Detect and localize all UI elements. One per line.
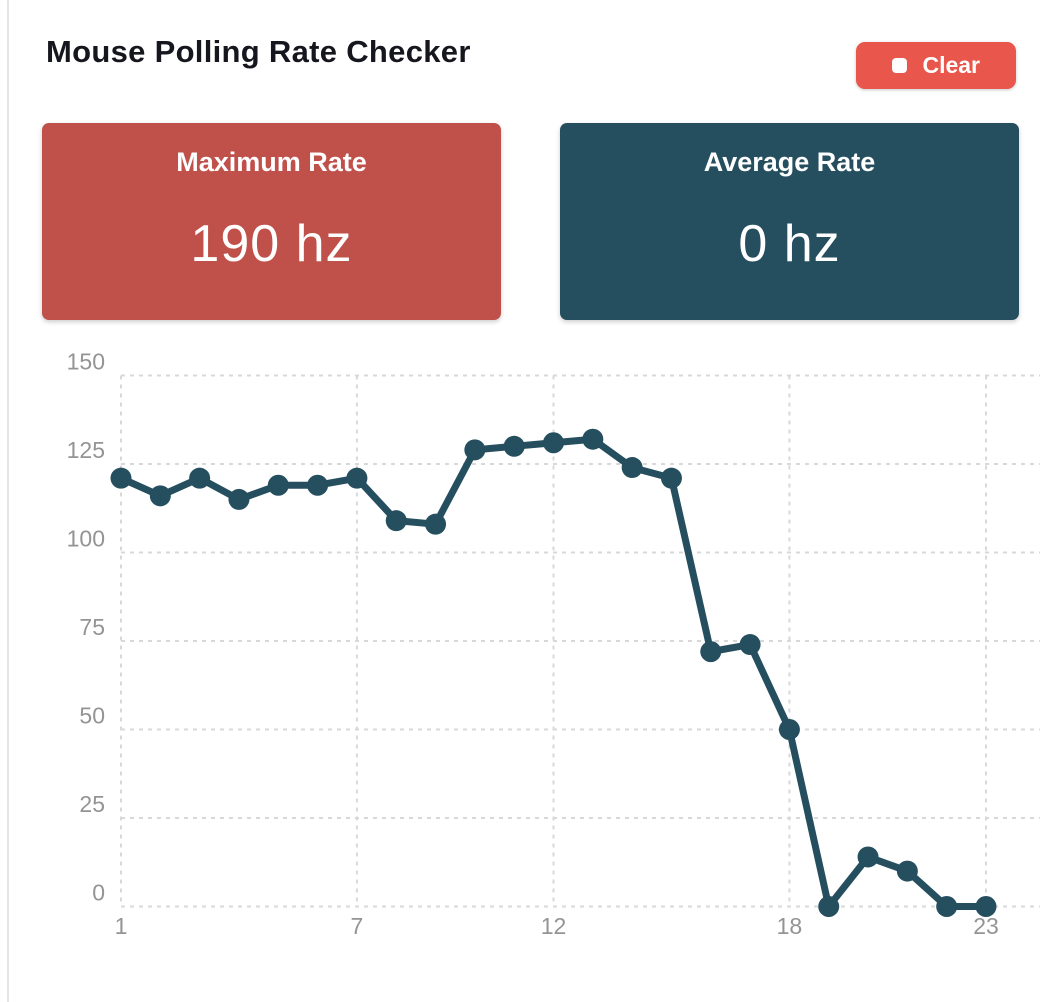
data-point	[582, 428, 604, 450]
data-point	[700, 641, 722, 663]
average-rate-label: Average Rate	[703, 147, 876, 177]
page-title: Mouse Polling Rate Checker	[46, 34, 471, 69]
x-axis-tick-label: 7	[351, 913, 364, 939]
app-panel: Mouse Polling Rate Checker Clear Maximum…	[7, 0, 1040, 1002]
data-point	[346, 467, 368, 489]
polling-rate-chart: 0 25 50 75 100 125 150 1 7 12 18 23	[9, 340, 1040, 1002]
data-point	[936, 896, 958, 917]
data-point	[228, 488, 250, 510]
data-point	[110, 467, 132, 489]
y-axis-tick-label: 125	[67, 437, 105, 463]
data-point	[543, 432, 564, 454]
data-point	[503, 435, 525, 457]
data-point	[739, 634, 761, 656]
clear-button-label: Clear	[922, 52, 980, 78]
maximum-rate-label: Maximum Rate	[176, 147, 367, 177]
data-point	[778, 719, 800, 740]
maximum-rate-value: 190 hz	[190, 215, 353, 273]
header: Mouse Polling Rate Checker Clear	[9, 0, 1040, 89]
data-point	[818, 896, 840, 917]
average-rate-value: 0 hz	[738, 215, 841, 273]
data-point	[660, 467, 682, 489]
data-point	[464, 439, 486, 461]
y-axis-tick-label: 25	[79, 791, 105, 817]
data-point	[896, 860, 918, 882]
x-axis-tick-label: 18	[777, 913, 803, 939]
average-rate-card: Average Rate 0 hz	[560, 123, 1019, 320]
x-axis-tick-label: 23	[973, 913, 999, 939]
x-axis-tick-label: 1	[115, 913, 128, 939]
data-point	[385, 510, 407, 532]
y-axis-tick-label: 100	[67, 526, 105, 552]
clear-button[interactable]: Clear	[856, 42, 1016, 89]
data-point	[149, 485, 171, 507]
data-point	[189, 467, 211, 489]
data-point	[307, 474, 329, 496]
y-axis-tick-label: 50	[79, 703, 105, 729]
y-axis-tick-label: 150	[67, 349, 105, 375]
y-axis-tick-label: 75	[79, 614, 105, 640]
maximum-rate-card: Maximum Rate 190 hz	[42, 123, 501, 320]
chart-canvas: 0 25 50 75 100 125 150 1 7 12 18 23	[67, 349, 1040, 939]
data-point	[621, 457, 643, 479]
data-point	[425, 513, 447, 535]
y-axis-tick-label: 0	[92, 880, 105, 906]
x-axis-tick-label: 12	[541, 913, 567, 939]
stop-icon	[892, 58, 908, 73]
data-point	[857, 846, 879, 868]
data-point	[975, 896, 997, 917]
stat-cards: Maximum Rate 190 hz Average Rate 0 hz	[42, 123, 1019, 320]
data-point	[267, 474, 289, 496]
